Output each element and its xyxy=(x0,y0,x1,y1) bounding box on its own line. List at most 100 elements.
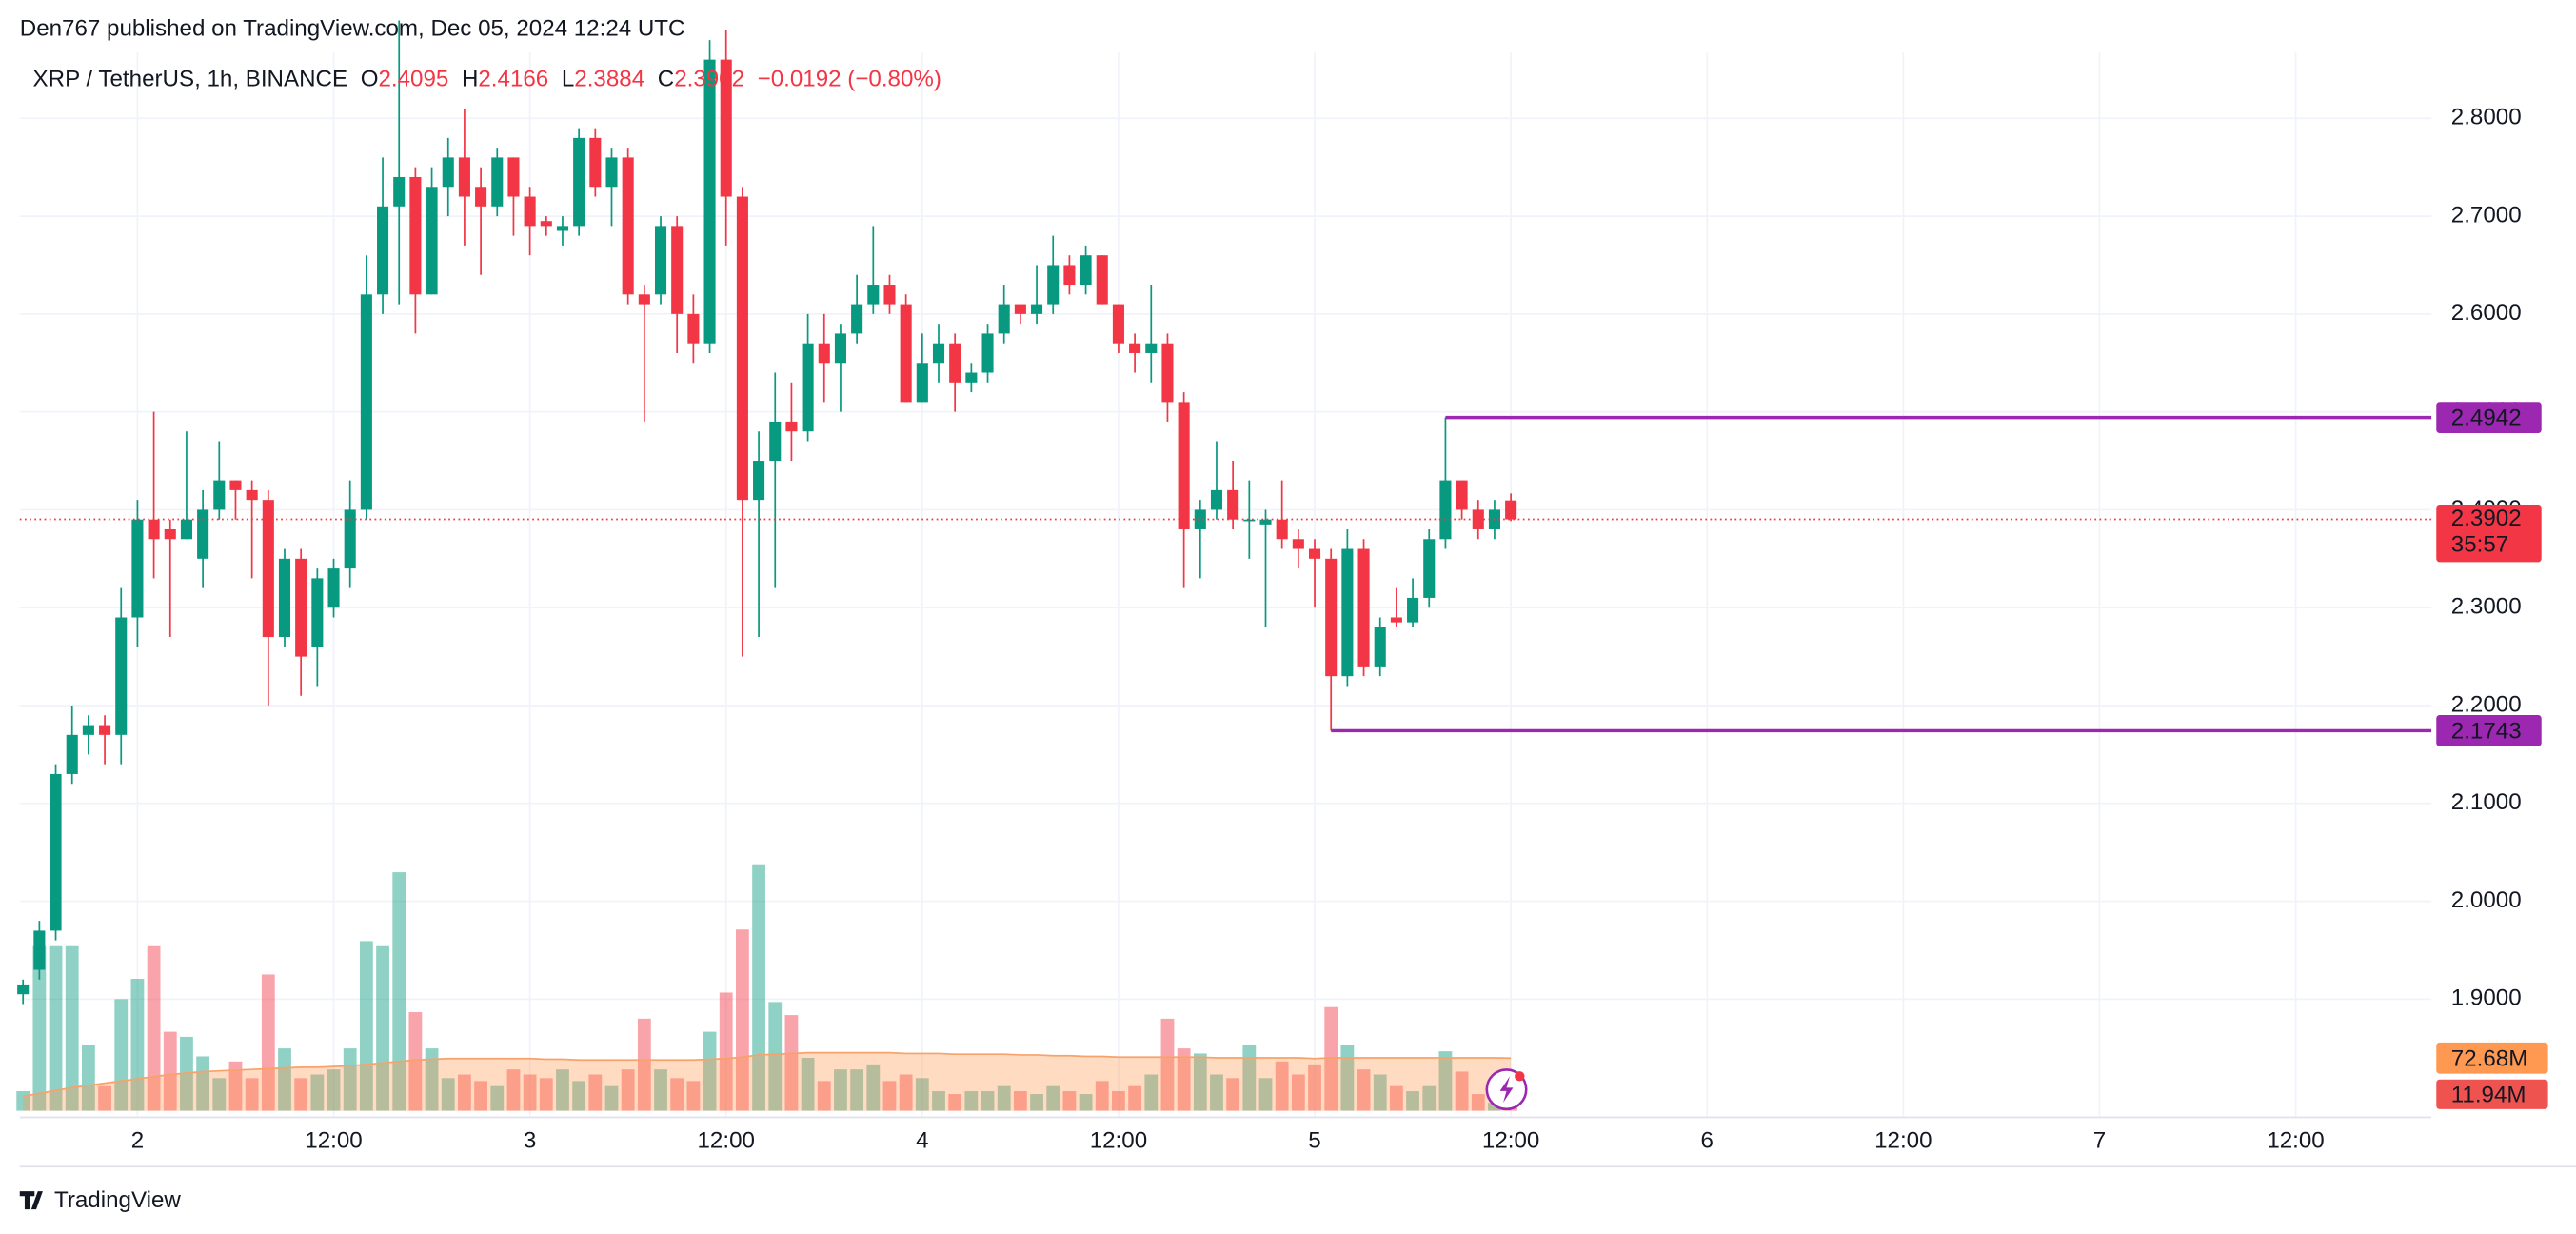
volume-bar xyxy=(1488,1103,1501,1111)
volume-bar xyxy=(588,1074,603,1111)
volume-bar xyxy=(948,1094,962,1111)
change: −0.0192 (−0.80%) xyxy=(758,67,941,92)
y-tick-label: 2.1000 xyxy=(2451,789,2522,815)
volume-label: 11.94M xyxy=(2451,1082,2526,1107)
volume-bar xyxy=(490,1085,505,1111)
candle-body xyxy=(17,984,30,995)
candle-body xyxy=(916,363,928,403)
volume-bar xyxy=(784,1015,799,1111)
volume-bar xyxy=(1308,1064,1321,1111)
volume-bar xyxy=(114,999,129,1111)
volume-bar xyxy=(1112,1091,1125,1111)
candle-body xyxy=(1096,255,1108,305)
candles xyxy=(17,20,1517,1005)
candle-body xyxy=(507,157,520,197)
candle-body xyxy=(1194,509,1206,529)
x-tick-label: 6 xyxy=(1701,1128,1714,1154)
volume-bar xyxy=(1471,1094,1485,1111)
candle-body xyxy=(278,558,291,638)
volume-bar xyxy=(604,1085,619,1111)
close-value: 2.3902 xyxy=(674,67,744,92)
candle-body xyxy=(949,343,961,383)
volume-bar xyxy=(621,1069,635,1111)
volume-bar xyxy=(1046,1085,1060,1111)
volume-bar xyxy=(278,1048,291,1111)
h-letter: H xyxy=(462,67,478,92)
candle-body xyxy=(1390,617,1402,623)
overlays xyxy=(19,415,2432,733)
candle-body xyxy=(393,176,406,207)
candle-body xyxy=(883,285,896,305)
candle-body xyxy=(377,206,389,295)
l-letter: L xyxy=(562,67,574,92)
volume-bar xyxy=(735,929,749,1111)
candle-body xyxy=(148,519,160,540)
volume-bar xyxy=(1390,1085,1403,1111)
candle-body xyxy=(262,500,274,638)
volume-bar xyxy=(866,1064,881,1111)
candle-body xyxy=(1112,304,1124,344)
volume-bar xyxy=(1030,1094,1043,1111)
volume-bar xyxy=(1258,1078,1273,1111)
alert-icon[interactable] xyxy=(1485,1068,1528,1111)
volume-bar xyxy=(523,1074,537,1111)
volume-bar xyxy=(425,1048,439,1111)
candle-body xyxy=(327,568,340,608)
volume-bar xyxy=(1373,1074,1387,1111)
volume-bar xyxy=(1242,1045,1257,1111)
x-tick-label: 3 xyxy=(524,1128,536,1154)
volume-ma-area xyxy=(23,1052,1512,1111)
volume-bar xyxy=(752,864,765,1111)
volume-bar xyxy=(147,945,161,1111)
y-tick-label: 2.3000 xyxy=(2451,594,2522,620)
candle-body xyxy=(1243,519,1256,522)
candle-body xyxy=(1357,548,1370,667)
candle-body xyxy=(295,558,307,657)
volume-bar xyxy=(65,945,79,1111)
candle-body xyxy=(1227,489,1239,520)
candle-body xyxy=(360,294,372,510)
volume-bar xyxy=(1340,1045,1355,1111)
candle-body xyxy=(426,187,438,295)
volume-bar xyxy=(850,1069,864,1111)
x-tick-label: 5 xyxy=(1308,1128,1320,1154)
level-label: 2.1743 xyxy=(2451,719,2522,745)
volume-bar xyxy=(719,992,733,1111)
candle-body xyxy=(491,157,504,207)
volume-bar xyxy=(1210,1074,1223,1111)
candle-body xyxy=(197,509,209,559)
volume-bar xyxy=(539,1078,553,1111)
volume-bar xyxy=(228,1061,243,1111)
candle-body xyxy=(1210,489,1223,510)
candle-body xyxy=(769,421,782,462)
volume-bar xyxy=(899,1074,913,1111)
candle-body xyxy=(622,157,634,295)
x-tick-label: 4 xyxy=(916,1128,928,1154)
volume-bar xyxy=(1291,1074,1305,1111)
candle-body xyxy=(1325,558,1338,677)
volume-bar xyxy=(327,1069,341,1111)
volume-ma-line xyxy=(23,1051,1512,1098)
candle-body xyxy=(638,294,650,305)
logo: TradingView xyxy=(19,1187,181,1213)
volume-bar xyxy=(310,1074,325,1111)
candle-body xyxy=(409,176,422,295)
candle-body xyxy=(1259,519,1272,525)
candle-body xyxy=(1047,265,1060,305)
volume-bar xyxy=(703,1031,717,1111)
candle-body xyxy=(867,285,880,305)
o-letter: O xyxy=(361,67,379,92)
candle-body xyxy=(720,59,732,197)
volume-bar xyxy=(1438,1051,1453,1111)
volume-bar xyxy=(392,872,406,1111)
candle-body xyxy=(654,226,667,295)
volume-bar xyxy=(654,1069,667,1111)
level-badge xyxy=(2436,402,2542,434)
y-tick-label: 2.2000 xyxy=(2451,691,2522,717)
volume-bar xyxy=(817,1081,831,1111)
candle-body xyxy=(1129,343,1141,353)
volume-badge xyxy=(2436,1079,2548,1109)
candle-body xyxy=(33,930,46,970)
candle-body xyxy=(753,461,765,501)
